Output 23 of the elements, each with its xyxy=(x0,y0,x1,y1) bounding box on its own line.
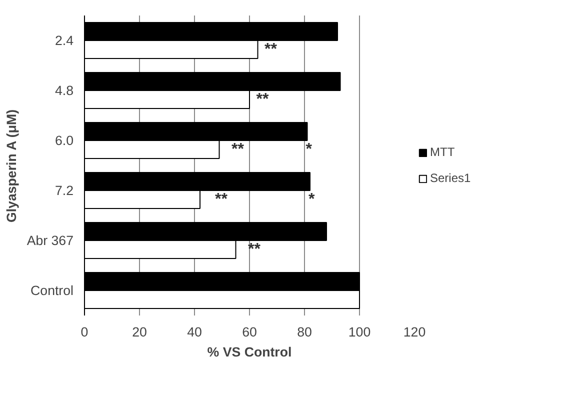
annotation: * xyxy=(308,191,316,208)
x-tick-label: 0 xyxy=(80,324,88,340)
y-tick-label: Abr 367 xyxy=(26,233,74,248)
x-tick-label: 80 xyxy=(297,324,312,340)
x-tick-label: 40 xyxy=(187,324,202,340)
annotation: ** xyxy=(232,141,245,158)
x-tick-label: 20 xyxy=(132,324,147,340)
x-tick-label: 120 xyxy=(403,324,426,340)
x-tick-label: 100 xyxy=(348,324,371,340)
annotation: ** xyxy=(256,91,270,108)
x-axis-title: % VS Control xyxy=(207,344,292,360)
y-tick-label: Control xyxy=(30,283,74,298)
annotation: ** xyxy=(215,191,228,208)
legend-label: MTT xyxy=(430,145,455,159)
x-tick-label: 60 xyxy=(242,324,257,340)
y-axis-title: Glyasperin A (μM) xyxy=(4,109,19,223)
annotation: ** xyxy=(264,41,278,58)
y-tick-label: 4.8 xyxy=(54,83,74,98)
legend-label: Series1 xyxy=(430,171,471,185)
annotation: * xyxy=(306,141,313,158)
y-tick-label: 6.0 xyxy=(54,133,74,148)
y-tick-label: 7.2 xyxy=(54,183,74,198)
y-tick-label: 2.4 xyxy=(54,33,74,48)
